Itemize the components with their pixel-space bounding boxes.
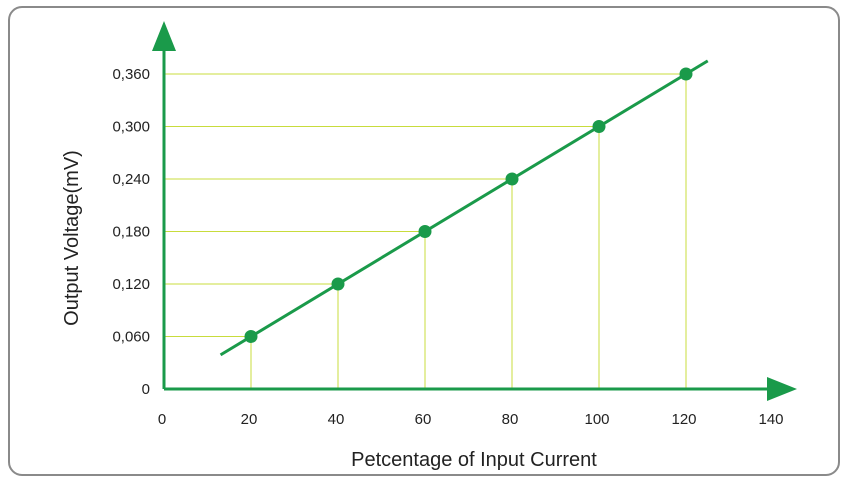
y-tick-label: 0,060 xyxy=(112,329,150,346)
y-tick-label: 0,240 xyxy=(112,171,150,188)
x-tick-label: 40 xyxy=(328,411,345,428)
x-tick-label: 120 xyxy=(671,411,696,428)
y-tick-label: 0,120 xyxy=(112,276,150,293)
x-tick-label: 20 xyxy=(241,411,258,428)
data-point xyxy=(505,172,519,186)
x-tick-label: 80 xyxy=(502,411,519,428)
y-tick-label: 0,300 xyxy=(112,119,150,136)
y-axis-title: Output Voltage(mV) xyxy=(61,150,83,326)
data-point xyxy=(592,120,606,133)
y-tick-label: 0,360 xyxy=(112,66,150,83)
data-point xyxy=(679,67,693,81)
x-tick-label: 140 xyxy=(758,411,783,428)
x-tick-label: 60 xyxy=(415,411,432,428)
data-point xyxy=(244,330,258,343)
x-axis-title: Petcentage of Input Current xyxy=(351,449,597,471)
chart-frame xyxy=(8,6,840,476)
series-line xyxy=(219,59,709,357)
x-tick-label: 100 xyxy=(584,411,609,428)
data-point xyxy=(331,277,345,291)
y-tick-label: 0 xyxy=(142,381,150,398)
data-point xyxy=(418,225,432,238)
x-tick-label: 0 xyxy=(158,411,166,428)
y-tick-label: 0,180 xyxy=(112,224,150,241)
